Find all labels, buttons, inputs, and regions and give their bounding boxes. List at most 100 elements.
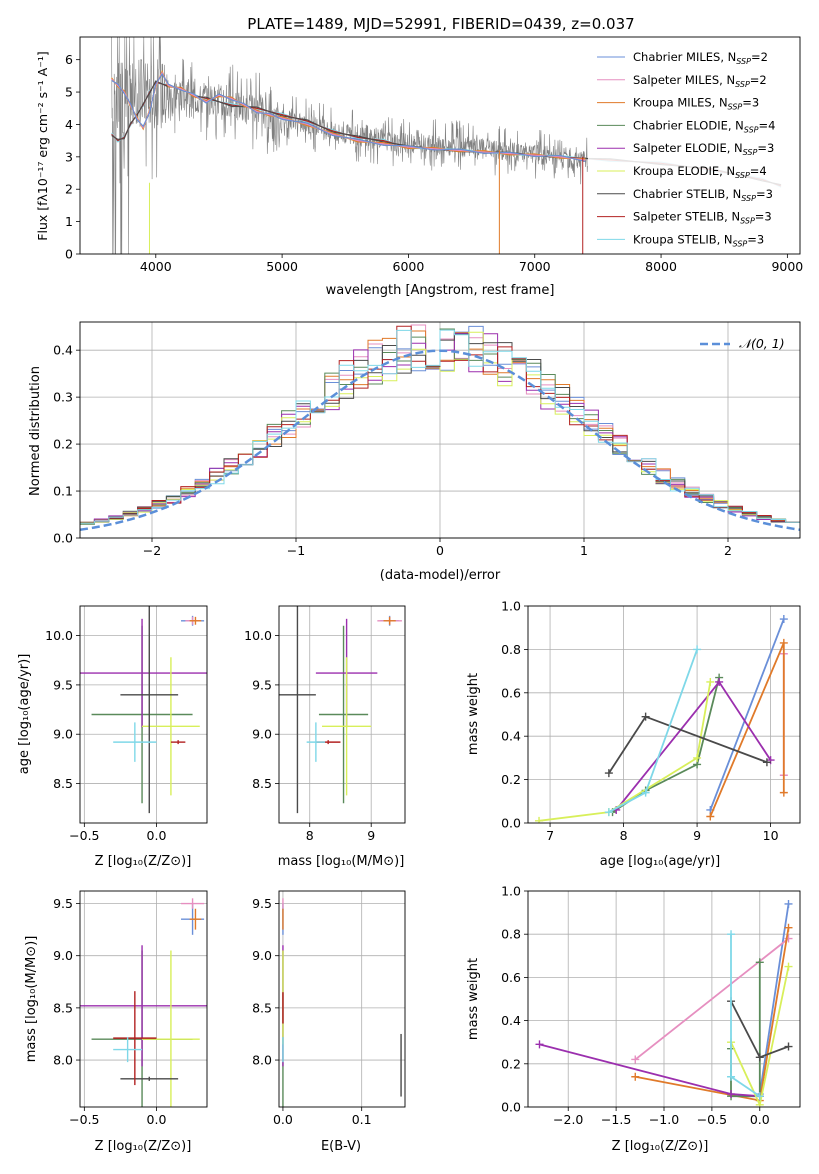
legend-nssp: =4 [750, 164, 767, 178]
spectrum-axes: 4000 5000 6000 7000 8000 9000 0 1 2 3 4 5 6 [65, 36, 803, 274]
weight_vs_age-ytick-label: 0.8 [501, 642, 521, 657]
legend-text: Salpeter ELODIE, N [633, 141, 743, 155]
weight_vs_Z-axes: −2.0 −1.5 −1.0 −0.5 0.0 0.0 0.2 0.4 0.6 0.8 1.0 [501, 884, 801, 1127]
weight-marker [641, 712, 650, 721]
errorbar-salpeter-miles [181, 898, 205, 909]
errorbar-kroupa-stelib [306, 722, 326, 762]
residuals-plot-area [80, 324, 800, 532]
normal-curve [80, 349, 800, 532]
legend-text: Chabrier MILES, N [633, 50, 736, 64]
errorbar-kroupa-stelib [113, 1037, 143, 1063]
weight_vs_Z-xtick-label: −2.0 [553, 1112, 583, 1127]
weight_vs_Z-frame [527, 890, 801, 1108]
errorbar-kroupa-elodie [142, 950, 200, 1107]
weight-marker [755, 958, 764, 967]
legend-subscript: SSP [744, 125, 759, 134]
weight-z-ylabel: mass weight [466, 958, 481, 1040]
normal-legend-label: 𝒩(0, 1) [739, 336, 785, 351]
weight-chabrier-stelib [604, 712, 771, 778]
legend-text: Kroupa MILES, N [633, 96, 728, 110]
legend-label: Kroupa MILES, NSSP=3 [633, 96, 759, 112]
residuals-ylabel: Normed distribution [28, 366, 43, 496]
errorbar-kroupa-stelib [113, 722, 157, 762]
mass_vs_ebv-ytick-label: 8.0 [252, 1053, 272, 1068]
errorbar-kroupa-miles [189, 908, 202, 930]
age_vs_Z-xtick-label: −0.5 [69, 828, 99, 843]
weight_vs_age-ytick-label: 0.6 [501, 685, 521, 700]
weight_vs_Z-ytick-label: 0.6 [501, 970, 521, 985]
weight-marker [535, 1040, 544, 1049]
mass_vs_Z-ytick-label: 8.0 [53, 1053, 73, 1068]
weight-marker [779, 638, 788, 647]
weight-marker [693, 645, 702, 654]
spectrum-ytick-label: 3 [65, 149, 73, 164]
observed-spectrum [111, 37, 588, 254]
legend-nssp: =2 [751, 50, 768, 64]
legend-label: Salpeter STELIB, NSSP=3 [633, 210, 772, 226]
weight-marker [755, 1053, 764, 1062]
legend-nssp: =3 [742, 96, 759, 110]
mass_vs_ebv-frame [278, 890, 406, 1108]
errorbar-kroupa-elodie [322, 657, 372, 796]
mass-ebv-xlabel: E(B-V) [321, 1139, 361, 1154]
weight-kroupa-stelib [727, 930, 764, 1101]
legend-label: Salpeter MILES, NSSP=2 [633, 73, 767, 89]
weight-marker [706, 812, 715, 821]
weight_vs_age-ytick-label: 0.2 [501, 772, 521, 787]
mass_vs_ebv-ytick-label: 9.0 [252, 948, 272, 963]
mass_vs_Z-ytick-label: 9.0 [53, 948, 73, 963]
model-kroupa-miles [111, 69, 586, 160]
weight-z-xlabel: Z [log₁₀(Z/Z⊙)] [612, 1139, 709, 1154]
weight_vs_age-axes: 7 8 9 10 0.0 0.2 0.4 0.6 0.8 1.0 [501, 599, 801, 843]
legend-nssp: =4 [759, 118, 776, 132]
residuals-xtick-label: 2 [724, 543, 732, 558]
errorbar-kroupa-miles [383, 616, 396, 625]
legend-nssp: =3 [747, 232, 764, 246]
spectrum-xtick-label: 6000 [393, 259, 425, 274]
spectrum-xtick-label: 4000 [140, 259, 172, 274]
residuals-frame [79, 321, 801, 539]
weight-marker [535, 816, 544, 823]
errorbar-salpeter-stelib [170, 740, 186, 745]
mass_vs_Z-frame [79, 890, 208, 1108]
weight_vs_Z-xtick-label: −1.5 [601, 1112, 631, 1127]
weight-marker [604, 769, 613, 778]
legend-label: Salpeter ELODIE, NSSP=3 [633, 141, 774, 157]
residuals-ytick-label: 0.2 [53, 437, 73, 452]
spectrum-xtick-label: 9000 [771, 259, 803, 274]
weight-marker [693, 753, 702, 762]
residuals-xtick-label: −2 [143, 543, 161, 558]
residuals-xtick-label: 0 [436, 543, 444, 558]
legend-text: Kroupa STELIB, N [633, 232, 733, 246]
mass-z-xlabel: Z [log₁₀(Z/Z⊙)] [95, 1139, 192, 1154]
spectrum-ytick-label: 6 [65, 52, 73, 67]
weight-salpeter-miles [631, 934, 793, 1064]
weight-marker [631, 1072, 640, 1081]
age_vs_Z-ytick-label: 9.5 [53, 677, 73, 692]
legend-subscript: SSP [728, 103, 743, 112]
legend-label: Kroupa ELODIE, NSSP=4 [633, 164, 767, 180]
weight-marker [631, 1055, 640, 1064]
legend-text: Chabrier ELODIE, N [633, 118, 744, 132]
age-mass-xlabel: mass [log₁₀(M/M⊙)] [278, 854, 405, 869]
age-z-xlabel: Z [log₁₀(Z/Z⊙)] [95, 854, 192, 869]
weight_vs_Z-ytick-label: 0.8 [501, 927, 521, 942]
errorbar-kroupa-miles [189, 616, 202, 625]
age_vs_mass-frame [278, 605, 406, 824]
model-chabrier-miles [111, 72, 586, 162]
residuals-ytick-label: 0.3 [53, 390, 73, 405]
age_vs_mass-plot-area [279, 606, 402, 814]
mass_vs_Z-ytick-label: 9.5 [53, 896, 73, 911]
legend-text: Chabrier STELIB, N [633, 187, 741, 201]
spectrum-xlabel: wavelength [Angstrom, rest frame] [326, 283, 555, 298]
weight-marker [706, 677, 715, 686]
weight-marker [762, 758, 771, 767]
weight-marker [784, 1042, 793, 1051]
age_vs_mass-ytick-label: 9.5 [252, 677, 272, 692]
weight-line [634, 937, 790, 1061]
weight_vs_age-xtick-label: 9 [693, 828, 701, 843]
weight_vs_Z-xtick-label: −0.5 [697, 1112, 727, 1127]
weight-marker [727, 1072, 736, 1081]
spectrum-xtick-label: 5000 [266, 259, 298, 274]
